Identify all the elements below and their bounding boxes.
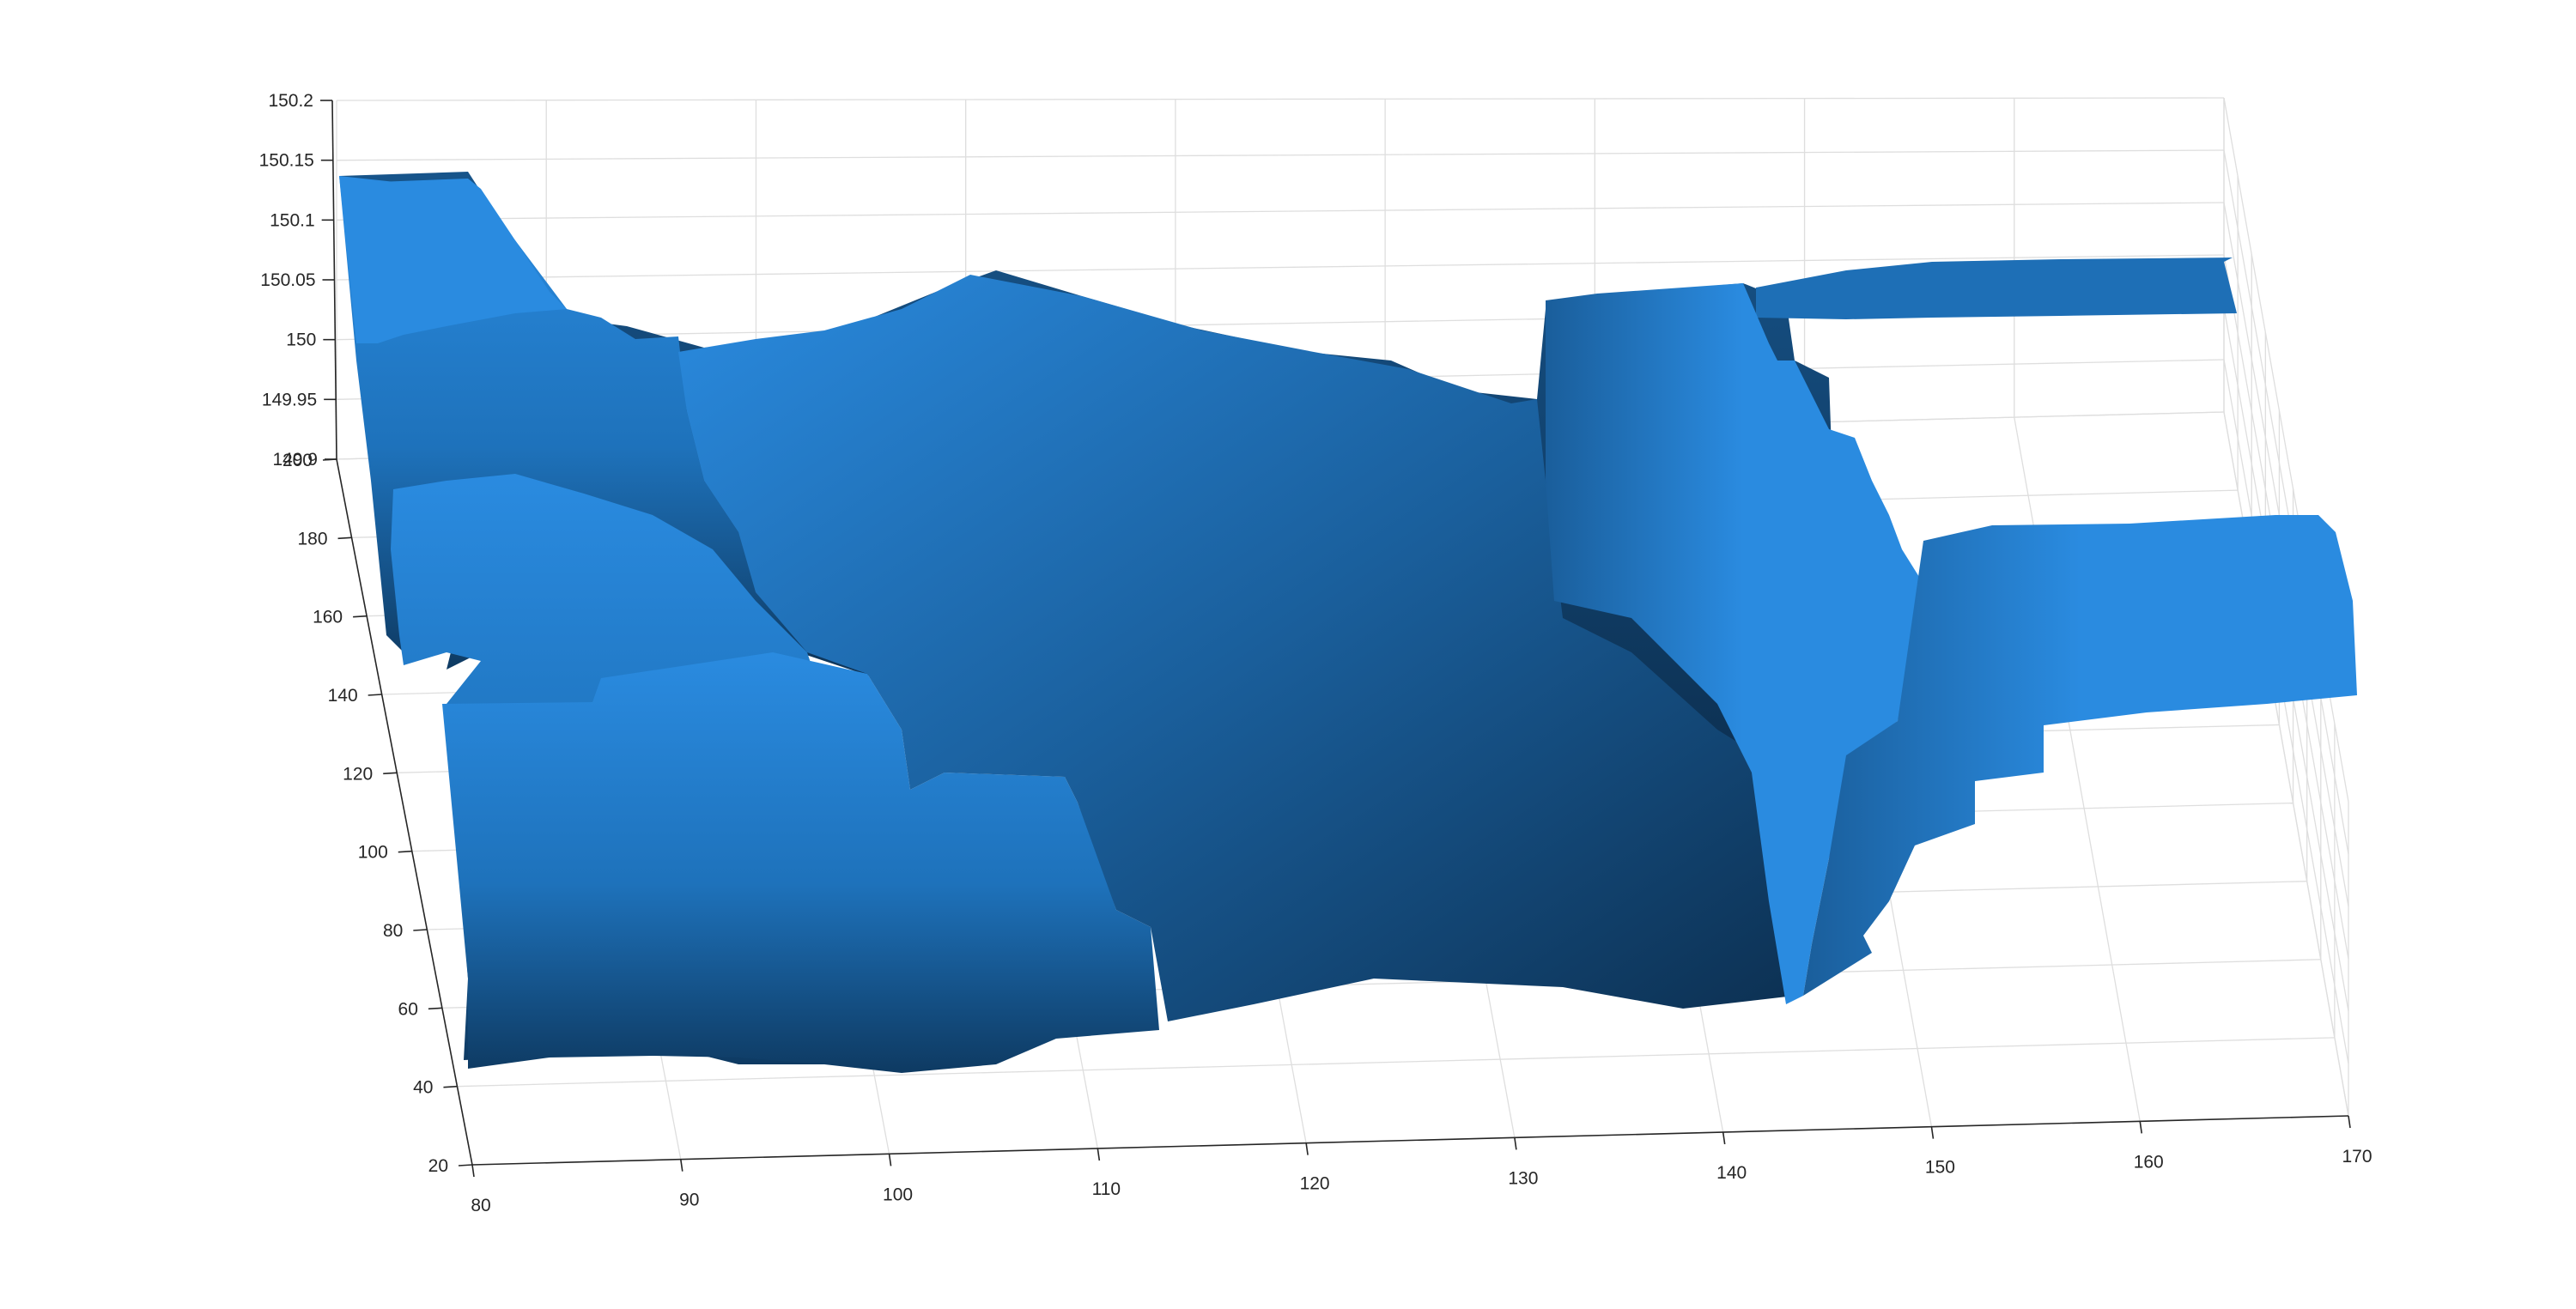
- x-tick-label: 100: [883, 1185, 913, 1204]
- surface-right-block: [1546, 283, 1941, 1004]
- grid-line-z: [336, 149, 2225, 161]
- x-tick-mark: [1097, 1148, 1101, 1161]
- y-tick-label: 20: [428, 1156, 448, 1176]
- y-tick-label: 40: [413, 1078, 433, 1098]
- y-tick-label: 200: [283, 451, 313, 470]
- grid-line-z: [336, 97, 2225, 101]
- z-tick-label: 150.2: [268, 91, 313, 111]
- y-tick-mark: [428, 1007, 442, 1010]
- y-tick-label: 100: [358, 843, 388, 863]
- y-axis-line: [336, 458, 473, 1166]
- grid-line-z: [336, 202, 2225, 221]
- x-tick-label: 140: [1716, 1163, 1747, 1183]
- y-tick-label: 80: [383, 921, 403, 941]
- x-tick-label: 170: [2342, 1147, 2372, 1167]
- x-tick-mark: [1722, 1131, 1726, 1145]
- y-tick-mark: [337, 536, 352, 540]
- x-tick-mark: [888, 1154, 892, 1167]
- y-tick-label: 140: [328, 686, 358, 706]
- x-tick-mark: [2348, 1115, 2351, 1129]
- x-tick-label: 130: [1508, 1168, 1538, 1188]
- y-tick-label: 120: [343, 764, 373, 784]
- y-tick-mark: [458, 1164, 473, 1167]
- surface-right-shelf: [1803, 515, 2357, 996]
- z-tick-label: 149.95: [262, 390, 317, 409]
- x-tick-mark: [471, 1164, 475, 1178]
- x-tick-mark: [679, 1159, 683, 1172]
- x-tick-label: 80: [471, 1196, 490, 1215]
- x-axis-line: [471, 1115, 2349, 1166]
- z-tick-label: 150.05: [260, 270, 315, 290]
- surface-front-left: [442, 652, 1159, 1073]
- x-tick-label: 90: [679, 1191, 699, 1210]
- x-tick-label: 150: [1925, 1158, 1955, 1178]
- x-tick-label: 160: [2134, 1152, 2164, 1172]
- y-tick-label: 180: [298, 529, 328, 548]
- surface: [339, 172, 2357, 1073]
- grid-line-z: [336, 254, 2225, 281]
- z-tick-label: 150.1: [270, 210, 315, 230]
- axes: [320, 100, 2351, 1178]
- tick-labels: 80 90 100 110 120 130 140 150 160 170 20 40 60 80 100 1…: [259, 91, 2372, 1215]
- z-tick-label: 149.9: [272, 450, 318, 470]
- x-tick-mark: [2139, 1121, 2143, 1134]
- x-tick-label: 120: [1300, 1174, 1330, 1194]
- grid-line-y: [457, 1037, 2335, 1088]
- y-tick-label: 60: [398, 999, 418, 1019]
- x-tick-mark: [1305, 1142, 1309, 1155]
- y-tick-label: 160: [313, 608, 343, 627]
- y-tick-mark: [443, 1085, 458, 1088]
- z-tick-label: 150.15: [259, 151, 314, 171]
- x-tick-mark: [1930, 1126, 1935, 1139]
- x-tick-mark: [1514, 1137, 1517, 1150]
- grid-line-side: [2223, 359, 2349, 1064]
- surface-central-trough: [678, 275, 1812, 1021]
- x-tick-label: 110: [1092, 1179, 1121, 1199]
- y-tick-mark: [353, 615, 368, 618]
- grid-line-side: [2223, 149, 2349, 855]
- surface-top-left-peak: [339, 176, 567, 343]
- surface-top-shelf: [1756, 258, 2237, 319]
- y-tick-mark: [398, 850, 412, 853]
- z-tick-label: 150: [286, 330, 316, 350]
- y-tick-mark: [368, 694, 382, 696]
